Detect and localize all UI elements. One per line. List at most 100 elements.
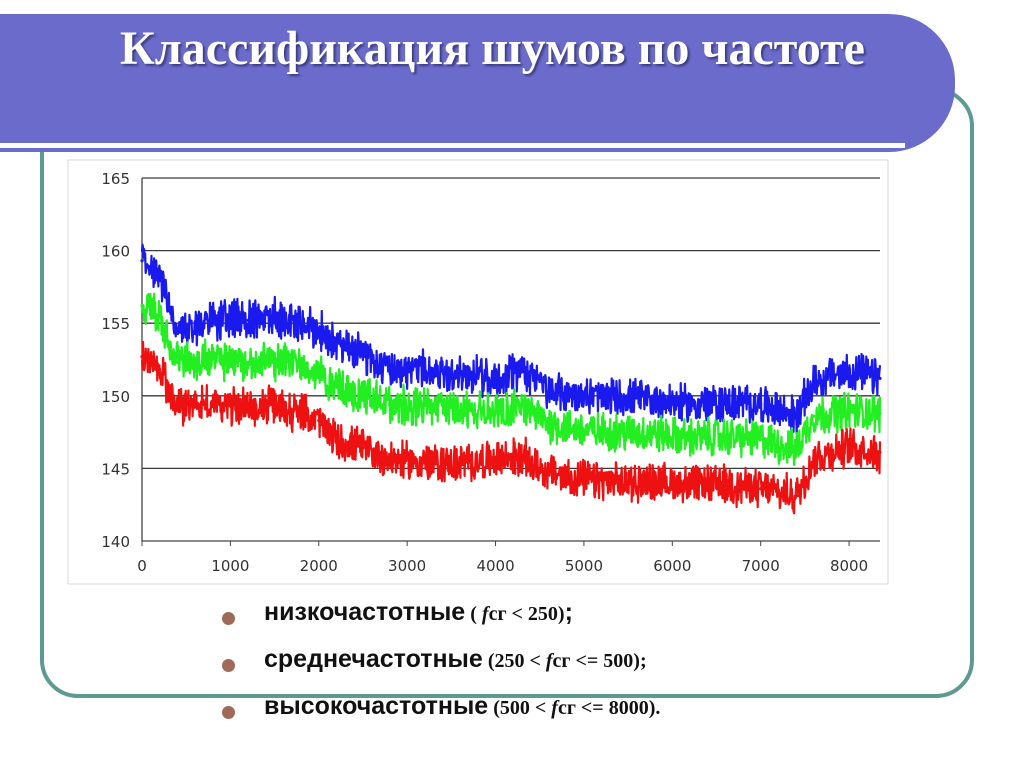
series-1-point: [582, 429, 586, 433]
series-0-point: [520, 368, 524, 372]
series-2-point: [219, 402, 224, 407]
series-1-point: [272, 359, 277, 363]
series-2-point: [688, 482, 692, 486]
series-1-point: [140, 304, 144, 308]
series-2-point: [520, 455, 524, 459]
title-bar: Классификация шумов по частоте: [0, 14, 955, 152]
series-2-point: [317, 418, 321, 423]
series-2-point: [158, 368, 162, 372]
series-0-point: [193, 324, 197, 328]
legend-condition-suffix: сг <= 8000).: [557, 697, 661, 719]
series-2-point: [653, 479, 657, 484]
y-tick-label: 140: [101, 533, 130, 551]
series-2-point: [759, 487, 763, 491]
legend-label: высокочастотные: [264, 692, 489, 720]
series-1-point: [317, 370, 321, 375]
series-2-path: [140, 340, 882, 515]
legend-condition-prefix: (500 <: [488, 697, 552, 719]
series-0-path: [140, 243, 882, 435]
series-0-point: [175, 331, 179, 335]
series-1-point: [246, 360, 250, 364]
series-1-point: [759, 437, 763, 441]
bullet-icon: [222, 612, 235, 625]
series-0-point: [246, 318, 250, 322]
legend-terminator: ;: [564, 598, 573, 626]
series-2-point: [582, 478, 586, 482]
x-tick-label: 1000: [211, 557, 249, 575]
y-tick-label: 160: [101, 243, 130, 261]
series-0-point: [458, 372, 462, 376]
legend-label: среднечастотные: [264, 645, 483, 673]
noise-frequency-chart: 140 145 150 155 160 165 0 1000 2000 3000 4000 5000 6…: [67, 159, 889, 585]
series-2-point: [334, 439, 339, 443]
series-0-point: [317, 327, 321, 331]
series-1-point: [653, 431, 657, 436]
x-tick-label: 8000: [830, 557, 868, 575]
x-tick-label: 7000: [742, 557, 780, 575]
series-1-point: [158, 314, 162, 318]
series-2-point: [193, 401, 197, 405]
series-1-point: [361, 394, 365, 398]
slide-title: Классификация шумов по частоте: [120, 22, 865, 75]
series-1-path: [140, 292, 882, 467]
series-2-point: [493, 458, 498, 462]
y-tick-label: 150: [101, 388, 130, 406]
series-2-point: [794, 494, 798, 498]
series-1-point: [175, 360, 179, 364]
series-1-point: [847, 408, 851, 412]
series-2-point: [423, 460, 427, 465]
series-2-point: [272, 404, 277, 408]
y-tick-label: 155: [101, 315, 130, 333]
series-0-point: [219, 317, 224, 321]
legend-condition-var: f: [481, 603, 489, 625]
series-2-point: [878, 450, 882, 455]
series-1-point: [617, 430, 621, 434]
series-0-point: [812, 379, 816, 383]
x-tick-label: 2000: [300, 557, 338, 575]
series-0-point: [688, 402, 692, 407]
series-2-point: [546, 471, 551, 475]
legend-condition-prefix: (: [465, 603, 482, 625]
bullet-icon: [222, 659, 235, 672]
bullet-icon: [222, 706, 235, 719]
series-1-point: [387, 402, 392, 407]
series-2-point: [175, 405, 179, 410]
series-0-point: [334, 341, 339, 346]
series-0-point: [878, 376, 882, 380]
series-1-point: [193, 357, 197, 362]
y-tick-label: 165: [101, 170, 130, 188]
series-2-point: [246, 405, 250, 410]
series-0-point: [723, 401, 727, 405]
series-0-point: [423, 368, 427, 372]
legend-condition-var: f: [551, 697, 558, 719]
series-0-point: [653, 398, 657, 402]
series-2-point: [140, 355, 144, 359]
series-1-point: [458, 408, 462, 412]
series-0-point: [794, 414, 798, 418]
series-0-point: [272, 314, 277, 318]
series-1-point: [878, 411, 882, 415]
series-1-point: [794, 447, 798, 452]
series-0-line: [140, 243, 882, 435]
series-2-point: [812, 456, 816, 460]
series-1-point: [520, 404, 524, 408]
legend-label: низкочастотные: [264, 598, 466, 626]
series-0-point: [387, 365, 392, 369]
series-1-point: [723, 434, 727, 439]
series-1-point: [812, 414, 816, 418]
x-tick-label: 0: [137, 557, 147, 575]
series-0-point: [361, 353, 365, 357]
y-tick-label: 145: [101, 460, 130, 478]
series-1-point: [546, 421, 551, 425]
x-tick-label: 3000: [388, 557, 426, 575]
series-1-point: [219, 359, 224, 363]
series-2-point: [458, 462, 462, 466]
series-0-point: [582, 394, 586, 398]
legend-condition-suffix: сг < 250): [488, 603, 565, 625]
series-2-point: [847, 445, 851, 449]
series-1-point: [688, 436, 692, 440]
legend-condition-var: f: [545, 650, 553, 672]
series-0-point: [493, 376, 498, 380]
legend-condition-suffix: сг <= 500);: [552, 650, 647, 672]
series-1-point: [423, 404, 427, 408]
